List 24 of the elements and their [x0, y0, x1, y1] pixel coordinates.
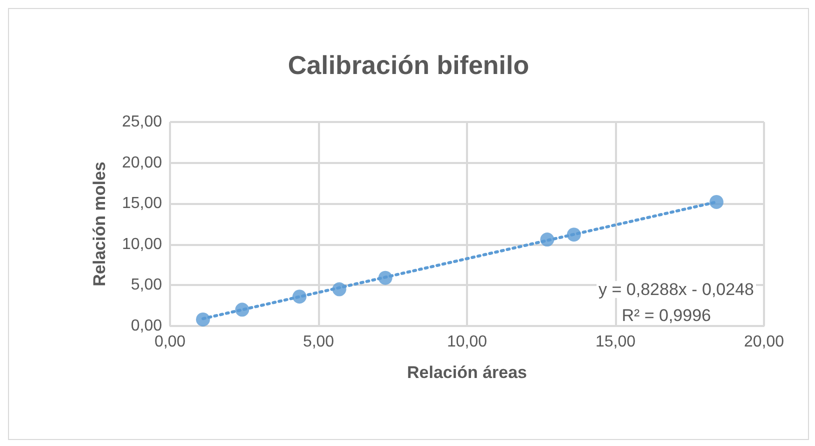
x-tick-label: 15,00 [595, 334, 636, 350]
y-tick-label: 5,00 [130, 276, 162, 294]
x-tick-label: 10,00 [446, 334, 488, 350]
y-tick-label: 15,00 [122, 195, 162, 212]
y-tick-label: 25,00 [122, 114, 162, 130]
point [540, 232, 554, 246]
point [332, 282, 346, 296]
annotation: R² = 0,9996 [622, 306, 712, 325]
x-axis-title: Relación áreas [406, 363, 528, 382]
y-tick-label: 0,00 [130, 318, 162, 334]
point [709, 194, 724, 209]
x-tick-label: 20,00 [744, 334, 784, 350]
y-tick-label: 20,00 [122, 154, 162, 172]
x-tick-label: 5,00 [302, 334, 334, 350]
annotation: y = 0,8288x - 0,0248 [598, 280, 754, 299]
point [235, 302, 250, 317]
x-tick-label: 0,00 [154, 334, 186, 350]
point [378, 270, 392, 285]
point [292, 290, 306, 304]
chart-title: Calibración bifenilo [288, 50, 530, 80]
point [196, 312, 210, 326]
y-axis-title: Relación moles [90, 162, 109, 286]
y-tick-label: 10,00 [122, 236, 162, 253]
point [566, 228, 581, 242]
